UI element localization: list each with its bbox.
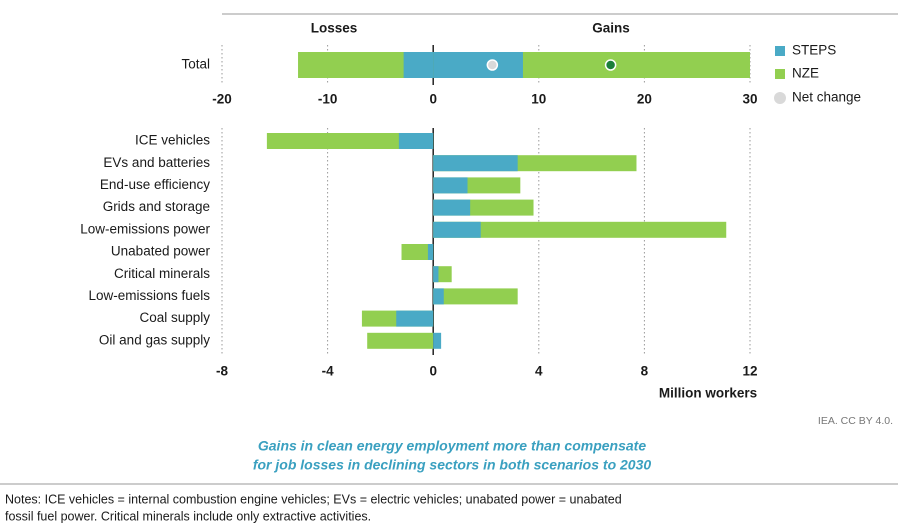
- x-tick-label: 8: [641, 364, 649, 379]
- net-change-dot: [486, 59, 499, 71]
- legend-swatch: [774, 92, 786, 104]
- bar: [433, 199, 471, 216]
- bar: [401, 244, 434, 260]
- bar: [367, 332, 434, 349]
- bar: [433, 52, 523, 78]
- note: Notes: ICE vehicles = internal combustio…: [5, 492, 622, 506]
- net-change-dot: [604, 59, 617, 71]
- legend-swatch: [775, 69, 785, 79]
- caption: for job losses in declining sectors in b…: [253, 457, 652, 473]
- caption: Gains in clean energy employment more th…: [258, 438, 646, 454]
- x-tick-label: -10: [318, 92, 338, 107]
- bar: [433, 221, 481, 238]
- bar: [433, 221, 727, 238]
- category-label: Critical minerals: [114, 266, 210, 281]
- x-tick-label: 30: [742, 92, 757, 107]
- x-tick-label: 10: [531, 92, 546, 107]
- annotation: Gains: [592, 21, 630, 36]
- category-label: Oil and gas supply: [99, 332, 210, 347]
- legend-label: STEPS: [792, 43, 836, 58]
- category-label: End-use efficiency: [100, 177, 210, 192]
- bar: [403, 52, 434, 78]
- bar: [433, 332, 442, 349]
- category-label: Low-emissions power: [80, 221, 210, 236]
- bar: [433, 266, 439, 283]
- category-label: Unabated power: [111, 244, 211, 259]
- bar: [433, 288, 444, 305]
- source: IEA. CC BY 4.0.: [818, 415, 893, 427]
- category-label: Grids and storage: [103, 199, 210, 214]
- x-tick-label: -20: [212, 92, 232, 107]
- category-label: EVs and batteries: [103, 155, 210, 170]
- x-tick-label: -4: [322, 364, 334, 379]
- category-label: Coal supply: [139, 310, 210, 325]
- bar: [433, 177, 468, 194]
- category-label: ICE vehicles: [135, 133, 210, 148]
- x-axis-label: Million workers: [659, 386, 757, 401]
- x-tick-label: 4: [535, 364, 543, 379]
- legend-swatch: [775, 46, 785, 56]
- category-label: Total: [181, 57, 210, 72]
- legend-label: NZE: [792, 66, 819, 81]
- bar: [266, 133, 434, 149]
- annotation: Losses: [311, 21, 358, 36]
- note: fossil fuel power. Critical minerals inc…: [5, 509, 371, 523]
- bar: [433, 288, 518, 305]
- x-tick-label: 0: [429, 92, 437, 107]
- bar: [398, 133, 434, 149]
- x-tick-label: -8: [216, 364, 228, 379]
- bar: [427, 244, 434, 260]
- bar: [433, 155, 518, 172]
- x-tick-label: 12: [742, 364, 757, 379]
- category-label: Low-emissions fuels: [88, 288, 210, 303]
- x-tick-label: 0: [429, 364, 437, 379]
- bar: [396, 310, 434, 327]
- x-tick-label: 20: [637, 92, 652, 107]
- legend-label: Net change: [792, 90, 861, 105]
